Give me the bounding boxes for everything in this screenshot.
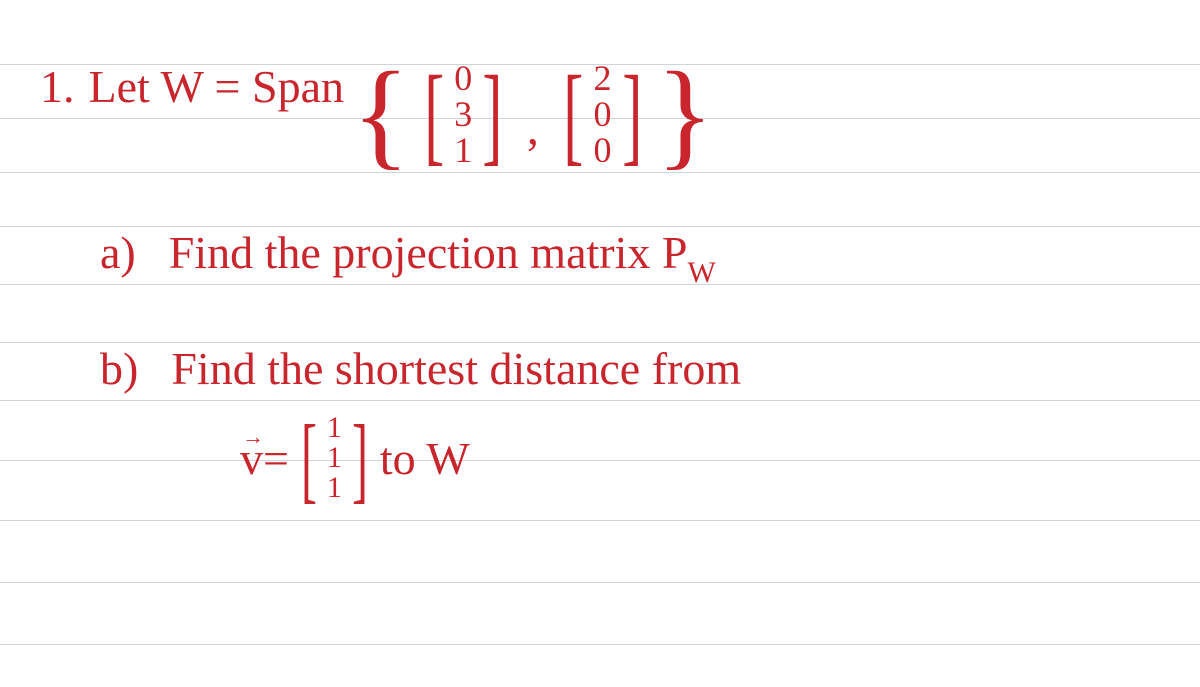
part-a: a) Find the projection matrix PW bbox=[100, 226, 1160, 286]
right-bracket-icon: ] bbox=[622, 73, 642, 156]
vec1-row2: 3 bbox=[454, 96, 472, 132]
part-a-label: a) bbox=[100, 227, 136, 278]
handwritten-problem: 1. Let W = Span { [ 0 3 1 ] , [ bbox=[0, 0, 1200, 543]
let-w-span-text: Let W = Span bbox=[89, 60, 345, 113]
v-vector-symbol: → v bbox=[240, 432, 263, 485]
left-bracket-icon: [ bbox=[563, 73, 583, 156]
part-b-label: b) bbox=[100, 343, 138, 394]
v-row1: 1 bbox=[327, 413, 342, 443]
vec2-row3: 0 bbox=[594, 132, 612, 168]
left-brace-icon: { bbox=[352, 66, 410, 162]
part-b-text: Find the shortest distance from bbox=[171, 343, 741, 394]
left-bracket-icon: [ bbox=[301, 425, 317, 492]
v-row3: 1 bbox=[327, 473, 342, 503]
vec1-row1: 0 bbox=[454, 60, 472, 96]
vec2-row2: 0 bbox=[594, 96, 612, 132]
to-w-text: to W bbox=[380, 432, 470, 485]
vector-v-value: [ 1 1 1 ] bbox=[293, 413, 376, 503]
equals-sign: = bbox=[263, 432, 289, 485]
subscript-w: W bbox=[687, 256, 715, 289]
set-comma: , bbox=[521, 101, 545, 156]
span-set-braces: { [ 0 3 1 ] , [ 2 0 bbox=[352, 60, 714, 168]
vector-arrow-icon: → bbox=[242, 424, 264, 450]
basis-vectors: [ 0 3 1 ] , [ 2 0 0 ] bbox=[410, 60, 657, 168]
vector-v-expression: → v = [ 1 1 1 ] to W bbox=[240, 413, 1160, 503]
v-row2: 1 bbox=[327, 443, 342, 473]
problem-number: 1. bbox=[40, 60, 75, 113]
vector-2: [ 2 0 0 ] bbox=[555, 60, 650, 168]
vector-1: [ 0 3 1 ] bbox=[416, 60, 511, 168]
right-bracket-icon: ] bbox=[352, 425, 368, 492]
vec1-row3: 1 bbox=[454, 132, 472, 168]
right-brace-icon: } bbox=[656, 66, 714, 162]
part-b: b) Find the shortest distance from bbox=[100, 342, 1160, 395]
part-a-text: Find the projection matrix P bbox=[169, 227, 688, 278]
problem-statement: 1. Let W = Span { [ 0 3 1 ] , [ bbox=[40, 60, 1160, 168]
left-bracket-icon: [ bbox=[424, 73, 444, 156]
vec2-row1: 2 bbox=[594, 60, 612, 96]
right-bracket-icon: ] bbox=[482, 73, 502, 156]
